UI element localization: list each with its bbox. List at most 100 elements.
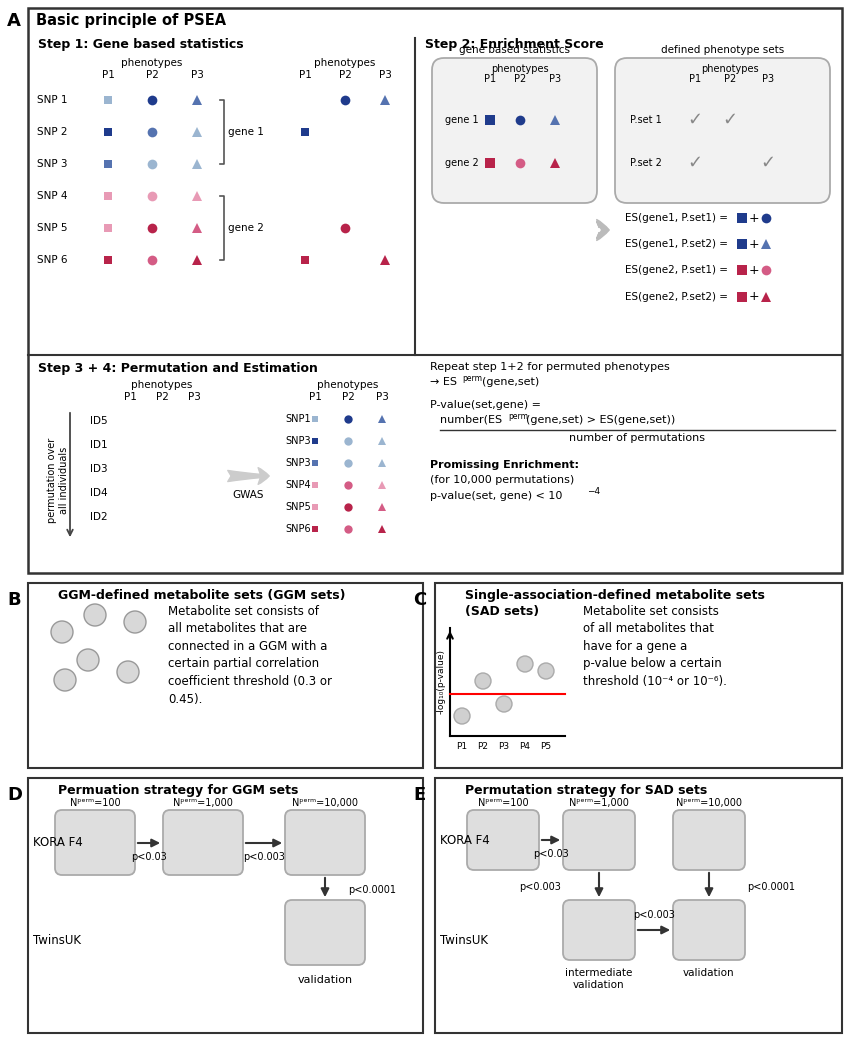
Text: P.set 1: P.set 1: [630, 115, 662, 125]
Text: (for 10,000 permutations): (for 10,000 permutations): [430, 475, 575, 485]
Text: Nᵖᵉʳᵐ=100: Nᵖᵉʳᵐ=100: [478, 798, 529, 808]
Text: P2: P2: [478, 742, 489, 751]
Text: ID1: ID1: [90, 440, 108, 450]
Text: P1: P1: [309, 392, 321, 402]
Circle shape: [496, 696, 512, 712]
Text: Basic principle of PSEA: Basic principle of PSEA: [36, 12, 226, 28]
FancyBboxPatch shape: [285, 810, 365, 875]
Text: gene based statistics: gene based statistics: [459, 45, 570, 55]
Text: ✓: ✓: [688, 154, 703, 172]
FancyBboxPatch shape: [563, 900, 635, 960]
Text: Repeat step 1+2 for permuted phenotypes: Repeat step 1+2 for permuted phenotypes: [430, 362, 670, 372]
Text: Nᵖᵉʳᵐ=10,000: Nᵖᵉʳᵐ=10,000: [292, 798, 358, 808]
Text: intermediate
validation: intermediate validation: [565, 968, 632, 990]
Text: P2: P2: [342, 392, 354, 402]
Text: P3: P3: [762, 74, 774, 84]
Text: P1: P1: [101, 70, 115, 80]
Text: D: D: [7, 786, 22, 804]
Text: ID2: ID2: [90, 512, 108, 522]
Circle shape: [538, 664, 554, 679]
Text: +: +: [749, 290, 759, 304]
Text: SNP1: SNP1: [285, 414, 310, 424]
Text: Single-association-defined metabolite sets
(SAD sets): Single-association-defined metabolite se…: [465, 589, 765, 619]
Text: P3: P3: [190, 70, 203, 80]
Text: P3: P3: [376, 392, 388, 402]
Text: SNP 4: SNP 4: [37, 191, 67, 201]
Circle shape: [77, 649, 99, 671]
Text: (gene,set) > ES(gene,set)): (gene,set) > ES(gene,set)): [526, 415, 675, 425]
FancyBboxPatch shape: [337, 408, 359, 538]
Text: p<0.003: p<0.003: [243, 852, 285, 862]
Text: phenotypes: phenotypes: [701, 64, 759, 74]
Text: SNP 6: SNP 6: [37, 255, 67, 265]
Bar: [435, 778, 842, 1033]
Text: SNP 5: SNP 5: [37, 223, 67, 233]
Bar: [435, 583, 842, 768]
Text: gene 2: gene 2: [228, 223, 264, 233]
Text: TwinsUK: TwinsUK: [33, 934, 81, 946]
Text: P3: P3: [188, 392, 201, 402]
Text: gene 2: gene 2: [445, 158, 479, 168]
Text: ID4: ID4: [90, 488, 108, 498]
Text: +: +: [749, 237, 759, 251]
Text: SNP 3: SNP 3: [37, 159, 67, 168]
FancyBboxPatch shape: [97, 83, 119, 298]
Text: ES(gene2, P.set1) =: ES(gene2, P.set1) =: [625, 265, 728, 275]
Circle shape: [124, 610, 146, 633]
Text: gene 1: gene 1: [445, 115, 479, 125]
FancyBboxPatch shape: [371, 408, 393, 538]
Text: +: +: [749, 263, 759, 277]
Text: Promissing Enrichment:: Promissing Enrichment:: [430, 460, 579, 470]
Text: SNP3: SNP3: [285, 458, 310, 468]
Text: ES(gene2, P.set2) =: ES(gene2, P.set2) =: [625, 292, 728, 302]
Text: P2: P2: [338, 70, 351, 80]
Text: ✓: ✓: [688, 111, 703, 129]
Text: +: +: [749, 211, 759, 225]
Text: GGM-defined metabolite sets (GGM sets): GGM-defined metabolite sets (GGM sets): [58, 589, 345, 602]
Text: SNP4: SNP4: [285, 480, 310, 490]
Text: gene 1: gene 1: [228, 127, 264, 137]
Text: TwinsUK: TwinsUK: [440, 934, 488, 946]
Text: p<0.003: p<0.003: [633, 910, 675, 920]
Text: SNP5: SNP5: [285, 502, 311, 512]
FancyBboxPatch shape: [141, 83, 163, 298]
FancyBboxPatch shape: [673, 900, 745, 960]
Text: Step 2: Enrichment Score: Step 2: Enrichment Score: [425, 38, 604, 51]
Text: phenotypes: phenotypes: [122, 58, 183, 68]
FancyBboxPatch shape: [509, 86, 531, 191]
FancyBboxPatch shape: [479, 86, 501, 191]
Circle shape: [517, 656, 533, 672]
Circle shape: [54, 669, 76, 691]
Text: → ES: → ES: [430, 376, 457, 387]
Text: KORA F4: KORA F4: [33, 836, 82, 850]
FancyBboxPatch shape: [285, 900, 365, 965]
Circle shape: [117, 661, 139, 683]
FancyBboxPatch shape: [183, 408, 205, 536]
Text: validation: validation: [298, 976, 353, 985]
Text: p<0.0001: p<0.0001: [747, 882, 795, 892]
Text: Metabolite set consists of
all metabolites that are
connected in a GGM with a
ce: Metabolite set consists of all metabolit…: [168, 605, 332, 705]
Text: SNP6: SNP6: [285, 524, 310, 534]
Text: GWAS: GWAS: [232, 490, 264, 500]
Text: ID3: ID3: [90, 464, 108, 474]
Text: Nᵖᵉʳᵐ=1,000: Nᵖᵉʳᵐ=1,000: [569, 798, 629, 808]
Text: perm: perm: [508, 412, 528, 421]
Text: ✓: ✓: [761, 154, 775, 172]
Text: P.set 2: P.set 2: [630, 158, 662, 168]
Text: P3: P3: [498, 742, 509, 751]
Bar: [28, 583, 423, 768]
Text: ES(gene1, P.set1) =: ES(gene1, P.set1) =: [625, 213, 728, 223]
Text: P1: P1: [298, 70, 311, 80]
Text: phenotypes: phenotypes: [131, 380, 193, 390]
Text: P2: P2: [145, 70, 158, 80]
Text: Nᵖᵉʳᵐ=10,000: Nᵖᵉʳᵐ=10,000: [676, 798, 742, 808]
Circle shape: [454, 708, 470, 724]
Text: Metabolite set consists
of all metabolites that
have for a gene a
p-value below : Metabolite set consists of all metabolit…: [583, 605, 727, 688]
FancyBboxPatch shape: [334, 83, 356, 298]
Text: p<0.0001: p<0.0001: [348, 885, 396, 895]
FancyBboxPatch shape: [119, 408, 141, 536]
Text: Permutation strategy for SAD sets: Permutation strategy for SAD sets: [465, 784, 707, 797]
FancyBboxPatch shape: [673, 810, 745, 870]
Text: B: B: [7, 591, 20, 609]
FancyBboxPatch shape: [374, 83, 396, 298]
